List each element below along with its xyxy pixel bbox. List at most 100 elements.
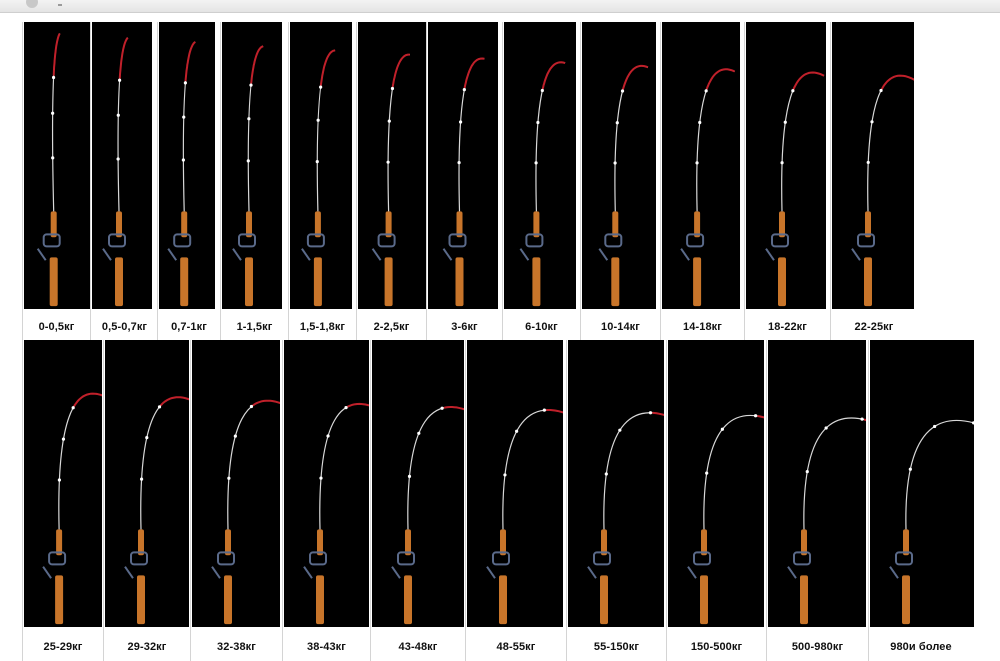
rod-image	[467, 340, 563, 627]
rod-fore-grip	[317, 529, 323, 556]
rod-guide	[542, 408, 546, 412]
rod-reel	[492, 551, 510, 566]
weight-label: 3-6кг	[451, 321, 478, 333]
rod-guide	[933, 424, 937, 429]
weight-label: 6-10кг	[525, 321, 558, 333]
rod-fore-grip	[801, 529, 807, 556]
rod-blank	[703, 414, 764, 530]
rod-guide	[704, 89, 708, 93]
rod-panel: 22-25кг	[830, 22, 917, 340]
tab-icon[interactable]	[26, 0, 38, 8]
rod-tip	[250, 45, 264, 84]
rod-guide	[387, 119, 391, 123]
rod-reel	[217, 551, 235, 566]
fishing-rod-icon	[889, 419, 974, 625]
rod-panel: 150-500кг	[666, 340, 766, 661]
rod-image	[358, 22, 426, 309]
rod-panel: 0,7-1кг	[157, 22, 220, 340]
fishing-rod-icon	[687, 414, 764, 625]
rod-guide	[386, 160, 390, 164]
rod-handle	[600, 575, 608, 625]
rod-guide	[648, 411, 653, 415]
rod-guide	[249, 83, 253, 87]
rod-panel: 0,5-0,7кг	[90, 22, 158, 340]
rod-fore-grip	[181, 211, 188, 238]
rod-guide	[51, 111, 55, 115]
rod-reel	[593, 551, 611, 566]
rod-reel	[857, 233, 875, 248]
rod-handle	[137, 575, 145, 625]
rod-blank	[803, 417, 866, 530]
rod-tip	[391, 53, 410, 88]
rod-guide	[534, 161, 538, 165]
rod-reel	[130, 551, 148, 566]
rod-fore-grip	[456, 211, 463, 238]
rod-reel-handle	[687, 566, 697, 579]
fishing-rod-icon	[680, 68, 736, 307]
rod-image	[24, 22, 90, 309]
fishing-rod-icon	[232, 45, 264, 307]
rod-panel: 43-48кг	[370, 340, 465, 661]
fishing-rod-icon	[301, 49, 336, 307]
fishing-rod-icon	[102, 37, 129, 307]
weight-label: 0-0,5кг	[38, 321, 75, 333]
rod-guide	[145, 435, 149, 440]
rod-reel	[604, 233, 623, 248]
rod-guide	[866, 160, 870, 165]
rod-image	[192, 340, 280, 627]
fishing-rod-icon	[598, 64, 649, 307]
rod-guide	[118, 78, 122, 82]
fishing-rod-icon	[851, 74, 914, 307]
rod-tip	[652, 411, 664, 416]
rod-panel: 14-18кг	[660, 22, 744, 340]
rod-reel	[525, 233, 544, 248]
rod-blank	[781, 71, 825, 212]
browser-top-bar	[0, 0, 1000, 13]
rod-guide	[540, 88, 544, 93]
weight-label: 22-25кг	[854, 321, 894, 333]
rod-blank	[247, 45, 264, 212]
rod-tip	[792, 71, 825, 90]
rod-image	[159, 22, 215, 309]
rod-reel-handle	[124, 566, 134, 579]
fishing-rod-icon	[442, 57, 485, 307]
rod-reel	[793, 551, 811, 566]
rod-fore-grip	[903, 529, 909, 556]
rod-blank	[117, 37, 129, 212]
rod-guide	[618, 428, 622, 432]
fishing-rod-icon	[765, 71, 825, 307]
rod-image	[746, 22, 826, 309]
rod-handle	[313, 257, 322, 307]
rod-reel	[771, 233, 789, 248]
rod-blank	[407, 406, 464, 530]
rod-image	[668, 340, 764, 627]
rod-reel-handle	[303, 566, 313, 579]
fishing-rod-icon	[303, 402, 369, 625]
rod-guide	[783, 120, 787, 124]
rod-guide	[613, 161, 617, 165]
weight-label: 0,5-0,7кг	[101, 321, 148, 333]
fishing-rod-icon	[787, 417, 866, 625]
rod-guide	[440, 406, 444, 410]
rod-panel: 10-14кг	[580, 22, 660, 340]
rod-blank	[614, 65, 649, 212]
rod-image	[284, 340, 369, 627]
rod-tip	[863, 418, 866, 422]
rod-blank	[387, 54, 410, 212]
rod-handle	[700, 575, 708, 625]
rod-reel	[108, 233, 126, 248]
rod-image	[222, 22, 282, 309]
rod-guide	[51, 75, 56, 80]
rod-handle	[316, 575, 324, 625]
fishing-rod-icon	[371, 53, 410, 307]
weight-label: 2-2,5кг	[373, 321, 410, 333]
rod-guide	[791, 89, 795, 93]
rod-reel-handle	[301, 248, 311, 261]
weight-label: 38-43кг	[307, 641, 346, 653]
rod-blank	[140, 396, 189, 530]
rod-guide	[390, 86, 395, 91]
rod-guide	[61, 437, 66, 441]
rod-panel: 3-6кг	[426, 22, 502, 340]
rod-reel-handle	[371, 248, 382, 261]
rod-panel: 980и более	[868, 340, 974, 661]
